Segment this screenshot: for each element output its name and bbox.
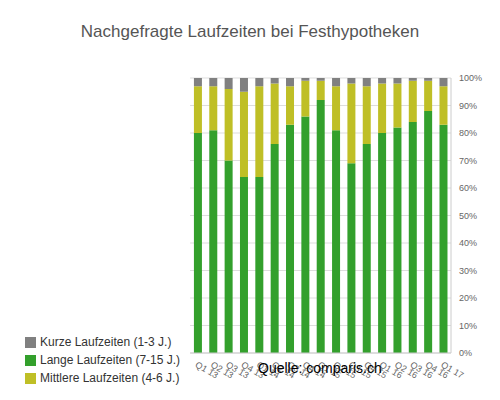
svg-text:Q2 13: Q2 13 — [208, 359, 236, 381]
svg-text:100%: 100% — [459, 73, 482, 83]
svg-text:0%: 0% — [459, 348, 472, 358]
svg-text:50%: 50% — [459, 211, 477, 221]
html-text:Lange Laufzeiten (7-15 J.): Lange Laufzeiten (7-15 J.) — [40, 353, 181, 367]
html-text:Quelle: comparis.ch: Quelle: comparis.ch — [258, 360, 382, 376]
svg-text:Q4 13: Q4 13 — [239, 359, 266, 381]
svg-text:80%: 80% — [459, 128, 477, 138]
svg-text:10%: 10% — [459, 321, 477, 331]
svg-text:90%: 90% — [459, 101, 477, 111]
html-text:Kurze Laufzeiten (1-3 J.): Kurze Laufzeiten (1-3 J.) — [40, 335, 172, 349]
svg-text:70%: 70% — [459, 156, 477, 166]
svg-text:30%: 30% — [459, 266, 477, 276]
html-text:Mittlere Laufzeiten (4-6 J.): Mittlere Laufzeiten (4-6 J.) — [40, 371, 180, 385]
svg-text:Q1 13: Q1 13 — [193, 359, 220, 381]
svg-text:Q3 13: Q3 13 — [224, 359, 251, 381]
html-text:Nachgefragte Laufzeiten bei Fe: Nachgefragte Laufzeiten bei Festhypothek… — [80, 22, 420, 41]
svg-text:20%: 20% — [459, 293, 477, 303]
svg-text:Q4 16: Q4 16 — [423, 359, 450, 381]
svg-text:Q1 17: Q1 17 — [439, 360, 465, 381]
svg-text:60%: 60% — [459, 183, 477, 193]
svg-text:40%: 40% — [459, 238, 477, 248]
svg-text:Q3 16: Q3 16 — [408, 359, 435, 381]
svg-text:Q2 16: Q2 16 — [393, 359, 420, 381]
